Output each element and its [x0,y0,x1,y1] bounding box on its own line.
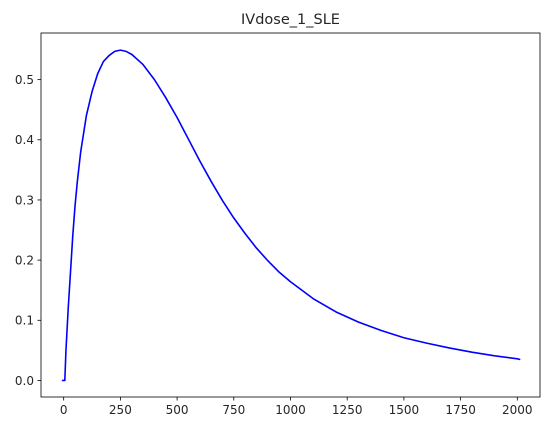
y-tick-label: 0.0 [15,374,34,388]
x-tick-label: 500 [166,403,189,417]
x-tick-label: 0 [60,403,68,417]
y-tick-label: 0.2 [15,253,34,267]
x-tick-label: 750 [222,403,245,417]
y-tick-label: 0.5 [15,73,34,87]
plot-border [40,32,541,398]
y-axis: 0.0 0.1 0.2 0.3 0.4 0.5 [15,73,41,388]
x-tick-label: 2000 [502,403,533,417]
x-axis: 0 250 500 750 1000 1250 1500 1750 2000 [60,397,533,417]
y-tick-label: 0.4 [15,133,34,147]
plot-frame [40,32,541,398]
x-tick-label: 250 [109,403,132,417]
chart-title: IVdose_1_SLE [241,12,340,28]
series-layer [61,49,521,382]
x-tick-label: 1250 [332,403,363,417]
y-tick-label: 0.1 [15,314,34,328]
y-tick-label: 0.3 [15,193,34,207]
x-tick-label: 1000 [275,403,306,417]
x-tick-label: 1500 [389,403,420,417]
x-tick-label: 1750 [445,403,476,417]
series-line-0 [61,49,521,382]
